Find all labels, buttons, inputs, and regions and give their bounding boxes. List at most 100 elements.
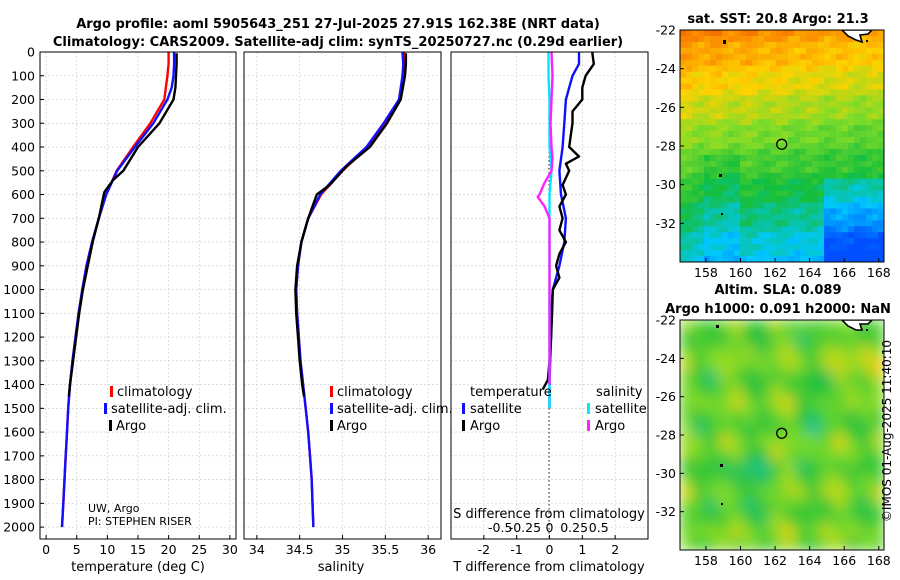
sst-map-panel: sat. SST: 20.8 Argo: 21.3 158 160 162 164 16… bbox=[656, 12, 891, 280]
heatmap-cell bbox=[872, 89, 879, 97]
heatmap-cell bbox=[770, 125, 777, 132]
heatmap-cell bbox=[716, 214, 723, 221]
heatmap-cell bbox=[848, 113, 855, 120]
heatmap-cell bbox=[807, 460, 821, 474]
x-tick-label: -2 bbox=[478, 542, 490, 557]
heatmap-cell bbox=[872, 154, 879, 162]
heatmap-cell bbox=[722, 71, 729, 79]
heatmap-cell bbox=[858, 473, 872, 487]
heatmap-cell bbox=[871, 332, 884, 347]
heatmap-cell bbox=[871, 422, 884, 436]
heatmap-cell bbox=[860, 220, 867, 227]
heatmap-cell bbox=[848, 196, 855, 204]
heatmap-cell bbox=[686, 107, 693, 114]
heatmap-cell bbox=[872, 232, 879, 239]
heatmap-cell bbox=[731, 524, 745, 538]
heatmap-cell bbox=[776, 256, 783, 262]
heatmap-cell bbox=[860, 119, 867, 126]
heatmap-cell bbox=[680, 511, 694, 526]
heatmap-cell bbox=[731, 486, 745, 500]
heatmap-cell bbox=[728, 256, 735, 262]
top-x-tick-label: -0.25 bbox=[509, 520, 541, 535]
heatmap-cell bbox=[716, 125, 723, 132]
heatmap-cell bbox=[704, 95, 711, 102]
heatmap-cell bbox=[716, 166, 723, 174]
heatmap-cell bbox=[878, 119, 884, 126]
heatmap-cell bbox=[812, 59, 819, 67]
heatmap-cell bbox=[824, 208, 831, 216]
heatmap-cell bbox=[769, 409, 783, 423]
heatmap-cell bbox=[756, 396, 770, 411]
heatmap-cell bbox=[818, 89, 825, 97]
heatmap-cell bbox=[680, 125, 687, 132]
heatmap-cell bbox=[812, 256, 819, 262]
heatmap-cell bbox=[740, 148, 747, 156]
heatmap-cell bbox=[794, 214, 801, 221]
heatmap-cell bbox=[776, 77, 783, 85]
heatmap-cell bbox=[800, 184, 807, 192]
heatmap-cell bbox=[866, 83, 873, 91]
heatmap-cell bbox=[788, 53, 795, 61]
heatmap-cell bbox=[716, 238, 723, 245]
heatmap-cell bbox=[833, 371, 847, 385]
heatmap-cell bbox=[818, 214, 825, 221]
heatmap-cell bbox=[854, 208, 861, 216]
heatmap-cell bbox=[710, 77, 717, 85]
heatmap-cell bbox=[770, 77, 777, 85]
heatmap-cell bbox=[782, 232, 789, 239]
heatmap-cell bbox=[734, 113, 741, 120]
heatmap-cell bbox=[722, 220, 729, 227]
x-tick-label: 10 bbox=[99, 542, 115, 557]
heatmap-cell bbox=[794, 226, 801, 233]
heatmap-cell bbox=[770, 190, 777, 198]
heatmap-cell bbox=[794, 511, 809, 526]
heatmap-cell bbox=[746, 95, 753, 102]
heatmap-cell bbox=[692, 226, 699, 233]
heatmap-cell bbox=[812, 166, 819, 174]
heatmap-cell bbox=[716, 220, 723, 227]
temperature-xlabel: temperature (deg C) bbox=[71, 560, 205, 575]
heatmap-cell bbox=[782, 220, 789, 227]
heatmap-cell bbox=[794, 77, 801, 85]
heatmap-cell bbox=[764, 232, 771, 239]
heatmap-cell bbox=[731, 332, 745, 347]
heatmap-cell bbox=[686, 95, 693, 102]
heatmap-cell bbox=[746, 53, 753, 61]
x-tick-label: 168 bbox=[867, 265, 891, 280]
heatmap-cell bbox=[872, 113, 879, 120]
heatmap-cell bbox=[871, 498, 884, 513]
temperature-legend: climatology satellite-adj. clim. Argo bbox=[104, 385, 227, 434]
heatmap-cell bbox=[872, 119, 879, 126]
heatmap-cell bbox=[878, 113, 884, 120]
heatmap-cell bbox=[692, 41, 699, 49]
heatmap-cell bbox=[752, 196, 759, 204]
heatmap-cell bbox=[800, 190, 807, 198]
legend-satellite-label: satellite-adj. clim. bbox=[111, 402, 227, 417]
heatmap-cell bbox=[710, 214, 717, 221]
y-tick-label: -26 bbox=[656, 389, 676, 404]
heatmap-cell bbox=[836, 47, 843, 55]
heatmap-cell bbox=[764, 119, 771, 126]
heatmap-cell bbox=[705, 537, 719, 550]
heatmap-cell bbox=[758, 166, 765, 174]
heatmap-cell bbox=[740, 113, 747, 120]
heatmap-cell bbox=[734, 53, 741, 61]
heatmap-cell bbox=[818, 184, 825, 192]
heatmap-cell bbox=[836, 30, 843, 37]
heatmap-cell bbox=[680, 202, 687, 210]
heatmap-cell bbox=[680, 358, 694, 372]
heatmap-cell bbox=[746, 137, 753, 144]
heatmap-cell bbox=[836, 178, 843, 186]
heatmap-cell bbox=[692, 166, 699, 174]
heatmap-cell bbox=[740, 172, 747, 180]
heatmap-cell bbox=[820, 358, 834, 372]
heatmap-cell bbox=[872, 226, 879, 233]
heatmap-cell bbox=[704, 256, 711, 262]
heatmap-cell bbox=[830, 244, 837, 251]
heatmap-cell bbox=[764, 125, 771, 132]
heatmap-cell bbox=[866, 178, 873, 186]
heatmap-cell bbox=[858, 524, 872, 538]
x-tick-label: 0 bbox=[546, 542, 554, 557]
heatmap-cell bbox=[718, 447, 732, 462]
heatmap-cell bbox=[788, 178, 795, 186]
